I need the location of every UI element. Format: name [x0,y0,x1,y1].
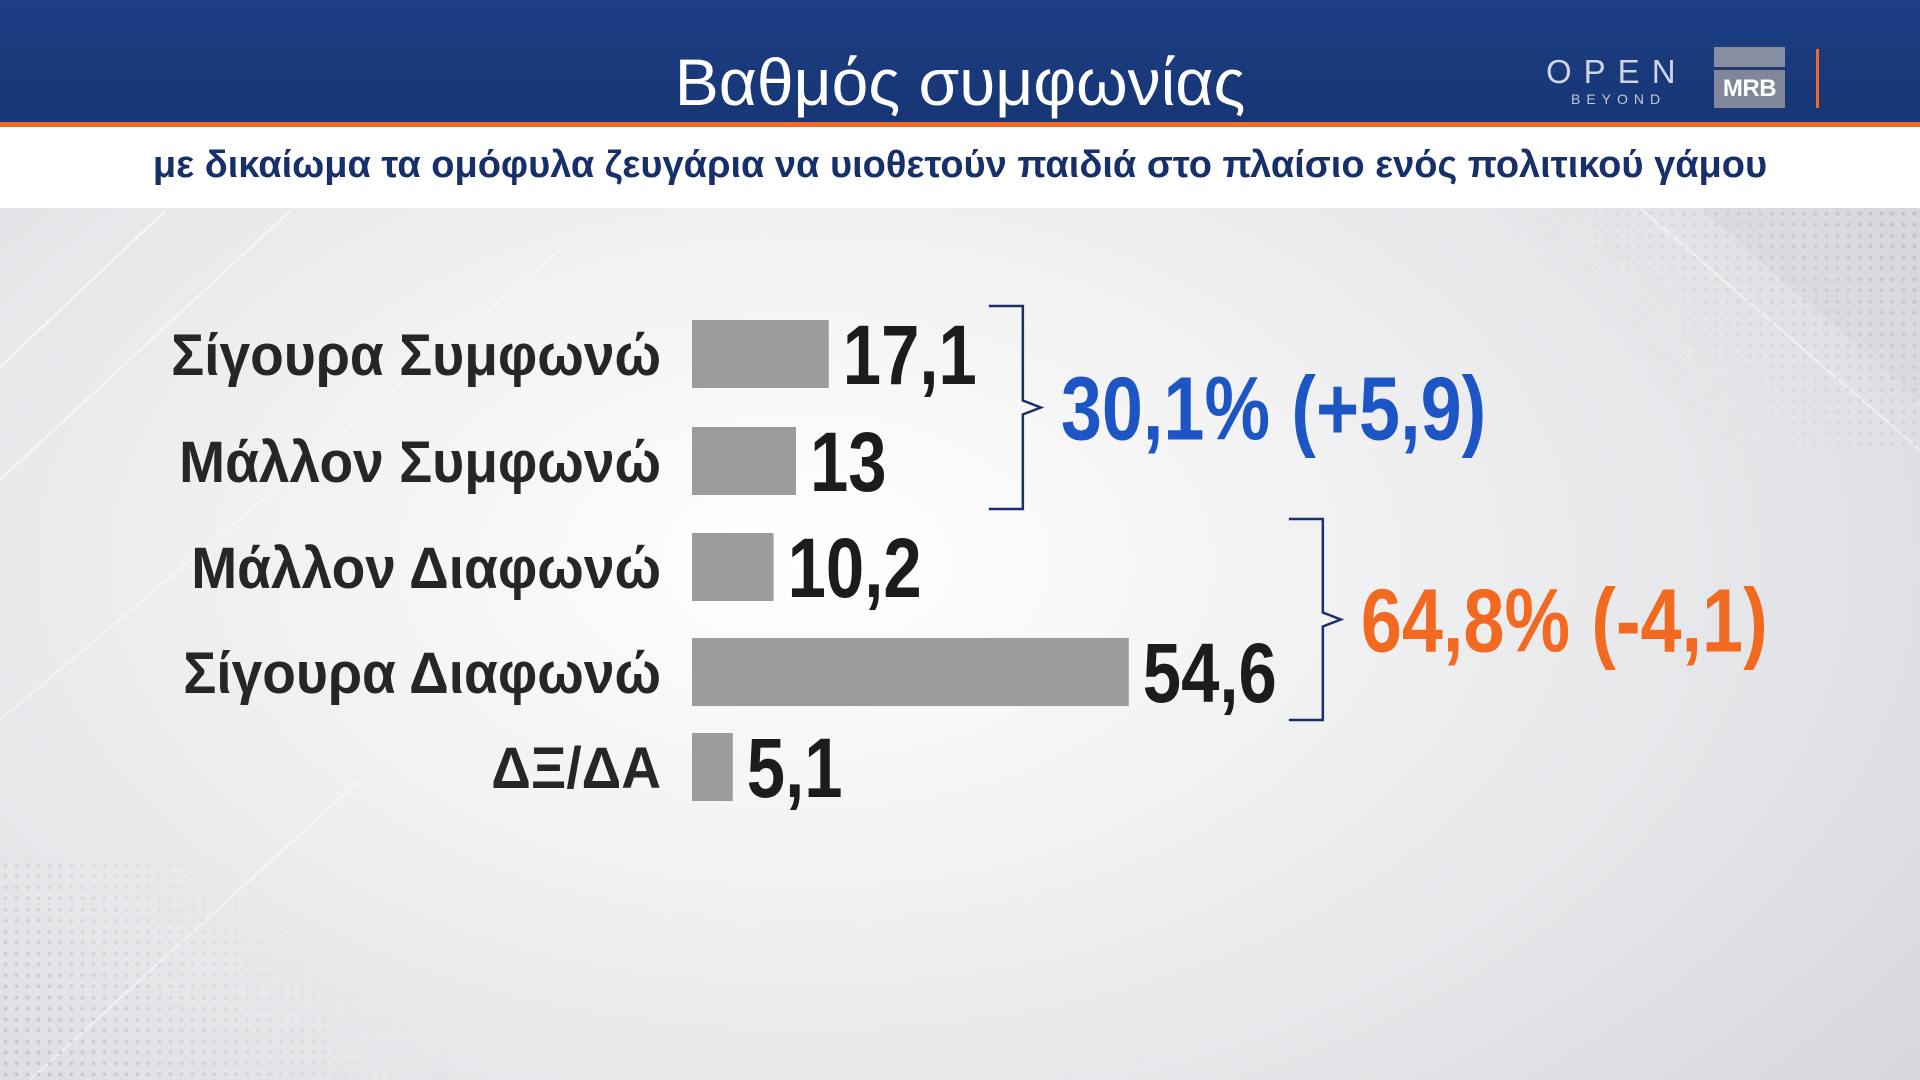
background-dot-pattern [1480,208,1920,448]
value-label: 13 [810,416,887,510]
group-total-label: 30,1% (+5,9) [1061,360,1486,460]
category-label-group: Μάλλον Συμφωνώ [179,430,661,495]
mrb-logo-separator [1714,67,1785,70]
mrb-logo: MRB [1714,47,1785,108]
header-bar [0,0,1920,122]
value-label: 5,1 [747,722,843,816]
bar [692,427,796,495]
group-change-value: (-4,1) [1591,572,1767,672]
category-label: ΔΞ/ΔΑ [491,736,661,801]
background-dot-pattern [0,860,460,1080]
value-label: 10,2 [788,522,922,616]
value-label-group: 5,1 [747,722,843,816]
group-total-value: 64,8% [1361,572,1570,672]
background-line [29,779,361,1080]
category-label-group: Σίγουρα Συμφωνώ [171,323,661,388]
group-total-value: 30,1% [1061,360,1270,460]
open-beyond-logo: OPEN BEYOND [1546,55,1696,110]
background-line [0,210,291,481]
bar [692,638,1129,706]
bar [692,533,774,601]
value-label-group: 54,6 [1143,627,1277,721]
category-label-group: Μάλλον Διαφωνώ [191,536,661,601]
group-total-group: 64,8% (-4,1) [1361,572,1768,672]
mrb-logo-band [1714,47,1785,67]
chart-title: Βαθμός συμφωνίας [674,45,1246,119]
group-bracket [1288,517,1345,722]
value-label-group: 17,1 [843,309,977,403]
group-bracket [988,304,1045,511]
group-total-label: 64,8% (-4,1) [1361,572,1768,672]
background-line [0,210,166,368]
value-label-group: 10,2 [788,522,922,616]
category-label: Σίγουρα Διαφωνώ [183,641,661,706]
background-line [1639,207,1920,451]
category-label: Σίγουρα Συμφωνώ [171,323,661,388]
value-label: 54,6 [1143,627,1277,721]
bar [692,733,733,801]
header-accent-line [0,122,1920,127]
logo-divider [1816,49,1819,108]
category-label: Μάλλον Διαφωνώ [191,536,661,601]
open-logo-text: OPEN [1546,53,1688,90]
bar [692,320,829,388]
beyond-logo-text: BEYOND [1571,91,1667,107]
background-line [0,249,561,721]
category-label-group: ΔΞ/ΔΑ [491,736,661,801]
subtitle-bar [0,127,1920,208]
value-label-group: 13 [810,416,887,510]
mrb-logo-text: MRB [1714,70,1785,108]
group-change-value: (+5,9) [1291,360,1486,460]
chart-subtitle: με δικαίωμα τα ομόφυλα ζευγάρια να υιοθε… [152,144,1768,186]
group-total-group: 30,1% (+5,9) [1061,360,1486,460]
value-label: 17,1 [843,309,977,403]
category-label: Μάλλον Συμφωνώ [179,430,661,495]
category-label-group: Σίγουρα Διαφωνώ [183,641,661,706]
background-shade [1700,208,1920,400]
